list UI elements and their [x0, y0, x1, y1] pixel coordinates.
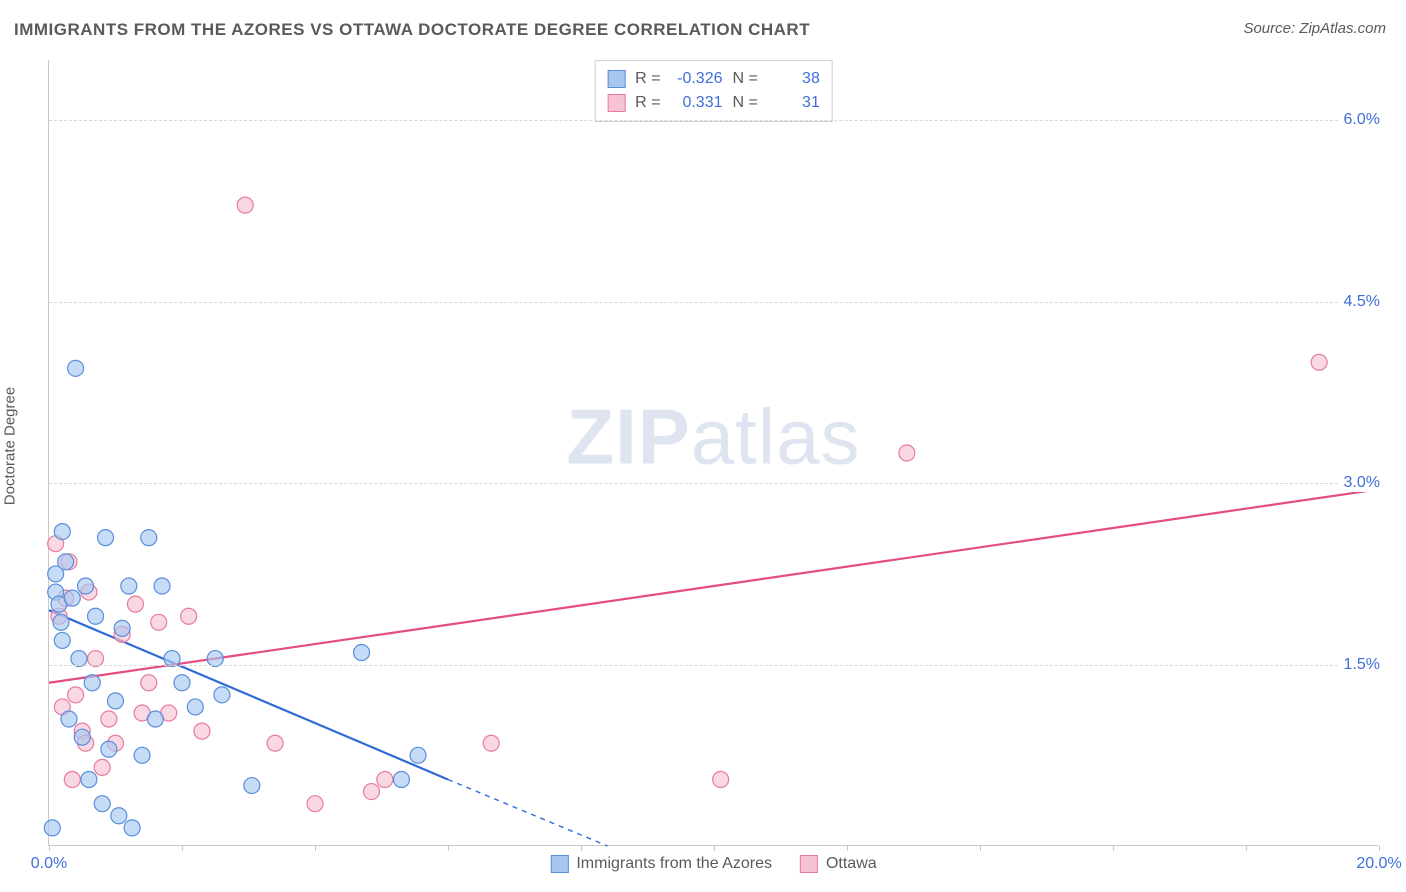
x-tick-mark: [1113, 845, 1114, 851]
x-tick-mark: [448, 845, 449, 851]
swatch-ottawa-icon: [800, 855, 818, 873]
y-axis-label: Doctorate Degree: [2, 387, 19, 505]
x-tick-mark: [49, 845, 50, 851]
chart-title: IMMIGRANTS FROM THE AZORES VS OTTAWA DOC…: [14, 20, 810, 40]
source-label: Source: ZipAtlas.com: [1243, 20, 1386, 37]
swatch-azores-icon: [550, 855, 568, 873]
x-tick-mark: [315, 845, 316, 851]
x-tick-mark: [1246, 845, 1247, 851]
x-tick-mark: [980, 845, 981, 851]
y-tick-label: 6.0%: [1338, 111, 1380, 129]
legend-item-ottawa: Ottawa: [800, 855, 877, 873]
x-tick-label: 20.0%: [1356, 855, 1401, 873]
x-tick-mark: [847, 845, 848, 851]
y-tick-label: 1.5%: [1338, 656, 1380, 674]
y-tick-label: 4.5%: [1338, 293, 1380, 311]
legend-label-ottawa: Ottawa: [826, 855, 877, 873]
scatter-plot-svg: [49, 60, 1378, 845]
x-tick-mark: [714, 845, 715, 851]
gridline-h: [49, 302, 1378, 303]
x-tick-label: 0.0%: [31, 855, 67, 873]
series-legend: Immigrants from the Azores Ottawa: [550, 855, 876, 873]
x-tick-mark: [1379, 845, 1380, 851]
chart-area: ZIPatlas R = -0.326 N = 38 R = 0.331 N =…: [48, 60, 1378, 846]
gridline-h: [49, 483, 1378, 484]
legend-item-azores: Immigrants from the Azores: [550, 855, 772, 873]
x-tick-mark: [182, 845, 183, 851]
gridline-h: [49, 120, 1378, 121]
gridline-h: [49, 665, 1378, 666]
legend-label-azores: Immigrants from the Azores: [576, 855, 772, 873]
x-tick-mark: [581, 845, 582, 851]
y-tick-label: 3.0%: [1338, 474, 1380, 492]
